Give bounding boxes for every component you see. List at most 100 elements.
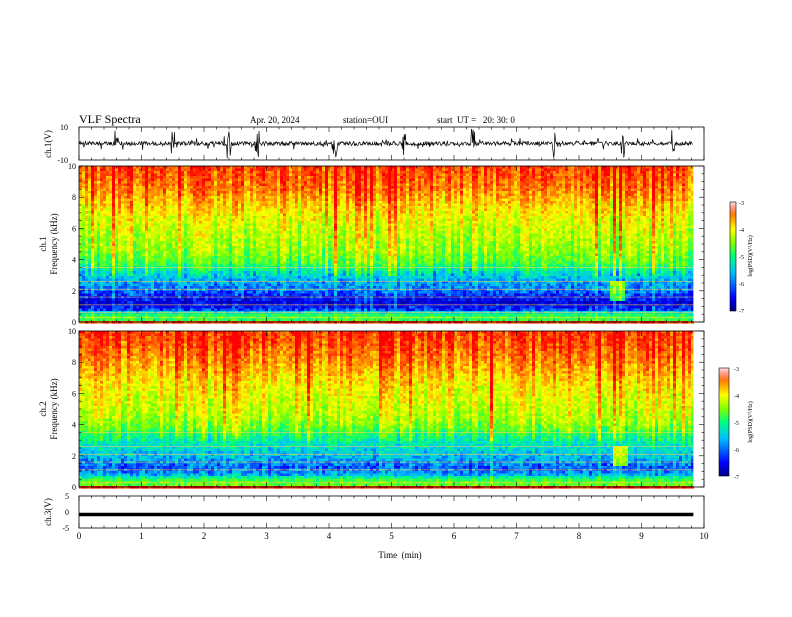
sp1-cell bbox=[238, 191, 241, 194]
sp1-cell bbox=[250, 214, 253, 217]
sp1-cell bbox=[196, 209, 199, 212]
sp1-cell bbox=[148, 236, 151, 239]
sp1-cell bbox=[91, 256, 94, 259]
sp1-cell bbox=[88, 319, 91, 322]
sp1-cell bbox=[262, 224, 265, 227]
sp1-cell bbox=[187, 306, 190, 309]
sp1-cell bbox=[229, 284, 232, 287]
sp1-cell bbox=[253, 319, 256, 322]
sp1-cell bbox=[112, 231, 115, 234]
sp1-cell bbox=[235, 216, 238, 219]
sp1-cell bbox=[127, 279, 130, 282]
sp1-cell bbox=[79, 179, 82, 182]
sp1-cell bbox=[160, 276, 163, 279]
sp1-cell bbox=[109, 171, 112, 174]
sp1-cell bbox=[235, 211, 238, 214]
sp1-cell bbox=[169, 301, 172, 304]
sp1-cell bbox=[184, 224, 187, 227]
sp1-cell bbox=[133, 226, 136, 229]
sp1-cell bbox=[241, 291, 244, 294]
sp1-cell bbox=[205, 261, 208, 264]
sp1-cell bbox=[97, 219, 100, 222]
sp1-cell bbox=[112, 276, 115, 279]
sp1-cell bbox=[121, 216, 124, 219]
sp1-cell bbox=[121, 256, 124, 259]
sp1-cell bbox=[136, 251, 139, 254]
sp1-cell bbox=[133, 269, 136, 272]
sp1-cell bbox=[274, 191, 277, 194]
sp1-cell bbox=[289, 194, 292, 197]
sp1-cell bbox=[286, 259, 289, 262]
sp1-cell bbox=[94, 179, 97, 182]
sp1-cell bbox=[253, 301, 256, 304]
sp1-cell bbox=[238, 264, 241, 267]
sp1-cell bbox=[121, 231, 124, 234]
sp1-cell bbox=[88, 189, 91, 192]
sp1-cell bbox=[250, 241, 253, 244]
sp1-cell bbox=[232, 229, 235, 232]
sp1-cell bbox=[241, 251, 244, 254]
sp1-cell bbox=[124, 294, 127, 297]
sp1-cell bbox=[133, 196, 136, 199]
sp1-cell bbox=[172, 309, 175, 312]
sp1-cell bbox=[82, 221, 85, 224]
sp1-cell bbox=[181, 236, 184, 239]
sp1-cell bbox=[196, 264, 199, 267]
sp1-cell bbox=[124, 231, 127, 234]
sp1-cell bbox=[265, 246, 268, 249]
sp1-cell bbox=[88, 249, 91, 252]
sp1-cell bbox=[163, 241, 166, 244]
sp1-cell bbox=[271, 319, 274, 322]
sp1-cell bbox=[220, 194, 223, 197]
sp1-cell bbox=[178, 279, 181, 282]
sp1-cell bbox=[85, 194, 88, 197]
sp1-cell bbox=[190, 181, 193, 184]
sp1-cell bbox=[253, 209, 256, 212]
sp1-cell bbox=[292, 179, 295, 182]
sp1-cell bbox=[259, 216, 262, 219]
sp1-cell bbox=[115, 286, 118, 289]
sp1-cell bbox=[187, 199, 190, 202]
sp1-cell bbox=[271, 184, 274, 187]
sp1-cell bbox=[190, 204, 193, 207]
sp1-cell bbox=[79, 201, 82, 204]
sp1-cell bbox=[244, 191, 247, 194]
sp1-cell bbox=[82, 231, 85, 234]
sp1-cell bbox=[202, 191, 205, 194]
sp1-cell bbox=[271, 279, 274, 282]
sp1-cell bbox=[139, 269, 142, 272]
sp1-cell bbox=[166, 196, 169, 199]
sp1-cell bbox=[121, 236, 124, 239]
sp1-cell bbox=[160, 211, 163, 214]
sp1-cell bbox=[277, 171, 280, 174]
sp1-cell bbox=[91, 181, 94, 184]
sp1-cell bbox=[238, 179, 241, 182]
sp1-cell bbox=[85, 264, 88, 267]
sp1-cell bbox=[274, 189, 277, 192]
sp1-cell bbox=[154, 314, 157, 317]
sp1-cell bbox=[121, 299, 124, 302]
sp1-cell bbox=[136, 231, 139, 234]
sp1-cell bbox=[157, 229, 160, 232]
sp1-cell bbox=[196, 206, 199, 209]
sp1-cell bbox=[235, 294, 238, 297]
sp1-cell bbox=[142, 254, 145, 257]
sp1-cell bbox=[241, 181, 244, 184]
sp1-cell bbox=[85, 174, 88, 177]
sp1-cell bbox=[292, 261, 295, 264]
sp1-cell bbox=[127, 169, 130, 172]
sp1-cell bbox=[217, 301, 220, 304]
sp1-cell bbox=[184, 191, 187, 194]
sp1-cell bbox=[100, 186, 103, 189]
sp1-cell bbox=[214, 274, 217, 277]
sp1-cell bbox=[160, 291, 163, 294]
sp1-cell bbox=[226, 256, 229, 259]
sp1-cell bbox=[232, 226, 235, 229]
sp1-cell bbox=[214, 211, 217, 214]
sp1-cell bbox=[199, 319, 202, 322]
sp1-cell bbox=[214, 261, 217, 264]
sp1-cell bbox=[175, 201, 178, 204]
sp1-cell bbox=[289, 306, 292, 309]
sp1-cell bbox=[283, 261, 286, 264]
sp1-cell bbox=[250, 196, 253, 199]
